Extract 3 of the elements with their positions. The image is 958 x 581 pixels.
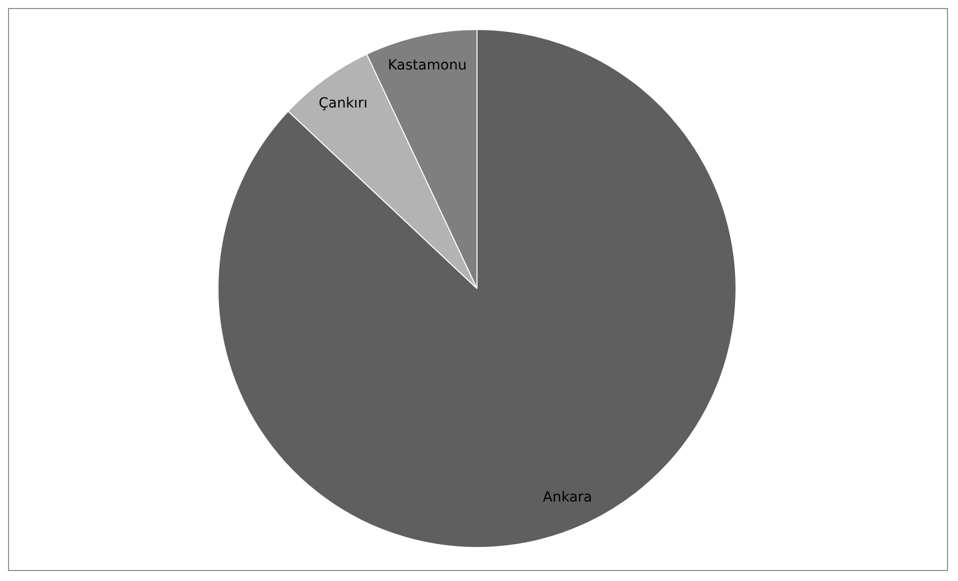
slice-label: Çankırı <box>318 96 368 112</box>
slice-label: Ankara <box>542 489 592 506</box>
slice-label: Kastamonu <box>388 58 467 74</box>
